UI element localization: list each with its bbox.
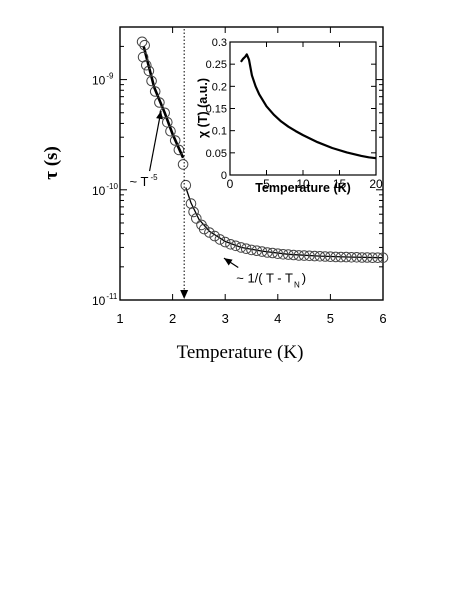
data-point: [356, 252, 368, 263]
data-point: [154, 97, 165, 108]
data-point: [246, 244, 257, 256]
inset-x-tick-label: 15: [333, 177, 347, 191]
data-point: [309, 250, 320, 262]
inset-y-tick-label: 0.25: [206, 59, 227, 71]
data-point: [335, 251, 347, 263]
data-point: [230, 240, 241, 252]
main-plot-frame: [119, 26, 384, 301]
annotation-power-law-arrow-head: [156, 110, 163, 120]
x-tick-label: 6: [379, 311, 386, 326]
data-point: [283, 249, 294, 260]
data-point: [251, 245, 263, 256]
annotation-critical-law-arrow-head: [223, 258, 233, 266]
data-point: [225, 239, 236, 250]
data-point: [277, 249, 289, 260]
data-point: [198, 223, 210, 235]
inset-x-ticks: 0 5 10 15 20: [227, 42, 383, 191]
data-point: [314, 250, 326, 262]
data-point: [149, 86, 161, 97]
annotation-power-law-arrow: [148, 110, 162, 172]
inset-y-ticks: 0 0.05 0.1 0.15 0.2 0.25 0.3: [206, 37, 376, 182]
data-point: [173, 144, 185, 156]
data-point: [136, 36, 148, 48]
inset-x-tick-label: 10: [296, 177, 310, 191]
data-point: [346, 251, 357, 263]
data-point: [139, 39, 150, 51]
data-point: [293, 250, 305, 261]
inset-y-tick-label: 0.15: [206, 104, 227, 116]
data-point: [272, 248, 284, 259]
data-point: [141, 59, 152, 71]
main-x-axis-label: Temperature (K): [177, 342, 304, 363]
data-point: [351, 251, 363, 263]
data-point: [372, 252, 384, 264]
data-point: [361, 252, 373, 263]
data-point: [180, 179, 192, 191]
fit-line-2: [185, 187, 384, 259]
x-tick-label: 1: [116, 311, 123, 326]
data-point: [288, 249, 299, 261]
data-point: [219, 236, 231, 248]
data-point: [256, 246, 268, 257]
data-point: [191, 213, 202, 224]
x-tick-label: 2: [169, 311, 176, 326]
x-tick-label: 5: [327, 311, 334, 326]
data-point: [240, 243, 252, 254]
inset-y-tick-label: 0.05: [206, 148, 227, 160]
data-point: [204, 227, 215, 238]
data-point: [214, 234, 226, 245]
data-point: [146, 75, 157, 87]
main-x-ticks: 1 2 3 4 5 6: [116, 27, 387, 326]
y-tick-label: 10-11: [92, 292, 118, 308]
transition-marker: [180, 29, 189, 299]
transition-arrowhead: [180, 290, 189, 299]
x-tick-label: 3: [222, 311, 229, 326]
fit-line-1: [142, 46, 185, 159]
data-point: [177, 159, 189, 170]
main-data-points: [136, 36, 389, 264]
data-point: [319, 251, 331, 262]
data-point: [367, 252, 378, 264]
x-tick-label: 4: [274, 311, 281, 326]
inset-y-axis-label: χ (T) (a.u.): [196, 78, 210, 138]
y-tick-label: 10-10: [92, 182, 118, 198]
inset-y-tick-label: 0.3: [212, 37, 227, 49]
annotation-power-law: ~ T -5: [130, 173, 159, 189]
data-point: [209, 230, 220, 242]
data-point: [325, 251, 336, 263]
main-y-ticks: 10-11 10-10 10-9: [92, 45, 383, 308]
data-point: [298, 250, 310, 261]
inset-y-tick-label: 0.1: [212, 126, 227, 138]
data-point: [377, 252, 389, 264]
y-tick-label: 10-9: [92, 72, 114, 88]
data-point: [143, 65, 155, 77]
data-point: [169, 135, 181, 146]
data-point: [262, 247, 273, 258]
data-point: [304, 250, 315, 262]
main-y-axis-label: τ (s): [41, 146, 62, 180]
data-point: [165, 125, 176, 137]
inset-y-tick-label: 0: [221, 170, 227, 182]
inset-x-tick-label: 5: [263, 177, 270, 191]
inset-x-tick-label: 20: [369, 177, 383, 191]
inset-curve: [240, 53, 377, 160]
data-point: [340, 251, 352, 263]
inset-y-tick-label: 0.2: [212, 81, 227, 93]
inset-x-tick-label: 0: [227, 177, 234, 191]
data-point: [267, 247, 278, 259]
inset-x-axis-label: Temperature (K): [255, 181, 351, 195]
annotation-critical-law: ~ 1/( T - TN): [236, 271, 306, 290]
inset-plot: 0 5 10 15 20 0 0.05 0.1 0.15 0.2 0.25 0.3 Temperat…: [196, 37, 383, 195]
data-point: [188, 206, 199, 218]
data-point: [235, 242, 247, 253]
data-point: [330, 251, 342, 263]
